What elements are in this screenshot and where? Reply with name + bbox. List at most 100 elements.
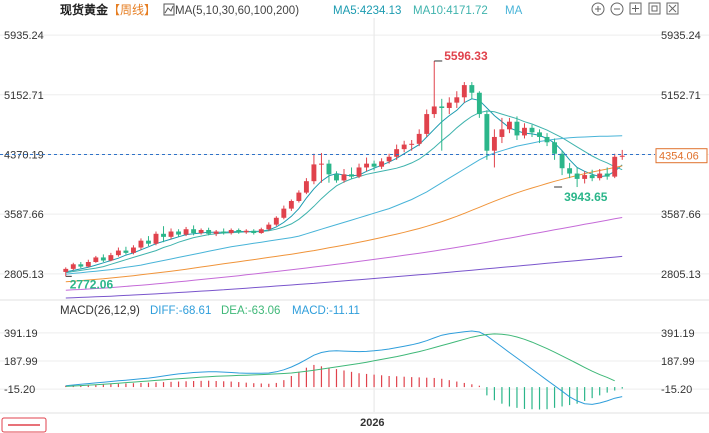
candle[interactable]	[619, 149, 625, 160]
candle[interactable]	[281, 205, 287, 220]
candle[interactable]	[251, 229, 257, 235]
candle[interactable]	[130, 245, 136, 255]
candle[interactable]	[371, 160, 377, 171]
link-icon[interactable]	[1, 417, 47, 433]
candle[interactable]	[138, 238, 144, 250]
candle-body	[499, 129, 505, 137]
period-label[interactable]: 【周线】	[108, 3, 156, 17]
candle[interactable]	[183, 226, 189, 237]
ma-params-label[interactable]: MA(5,10,30,60,100,200)	[175, 5, 299, 17]
candles[interactable]	[63, 61, 625, 277]
candle[interactable]	[537, 129, 542, 144]
candle[interactable]	[236, 228, 242, 234]
candle[interactable]	[198, 228, 204, 235]
candle[interactable]	[604, 167, 610, 180]
candle[interactable]	[612, 153, 618, 179]
candle[interactable]	[334, 171, 339, 183]
current-price-tag	[655, 148, 708, 164]
candle[interactable]	[258, 227, 264, 234]
candle-body	[386, 156, 392, 162]
candle-body	[236, 229, 242, 233]
candle-body	[281, 208, 287, 218]
candle[interactable]	[529, 124, 535, 137]
chart-type-icon[interactable]	[163, 3, 175, 16]
candle[interactable]	[522, 123, 527, 139]
candle[interactable]	[552, 138, 558, 160]
candle[interactable]	[273, 216, 279, 227]
close-icon[interactable]	[666, 2, 679, 15]
candle[interactable]	[364, 157, 370, 172]
candle[interactable]	[341, 168, 347, 183]
candle[interactable]	[161, 226, 166, 243]
candle[interactable]	[454, 91, 460, 108]
candle[interactable]	[176, 229, 182, 237]
candle[interactable]	[221, 228, 227, 235]
candle[interactable]	[349, 167, 354, 179]
candle[interactable]	[409, 140, 415, 151]
candle[interactable]	[228, 228, 234, 235]
candle-body	[559, 153, 565, 169]
candle[interactable]	[326, 159, 332, 183]
candle[interactable]	[63, 267, 69, 277]
candle[interactable]	[213, 229, 219, 237]
candle[interactable]	[100, 254, 106, 263]
candle-body	[334, 174, 339, 181]
expand-icon[interactable]	[629, 2, 642, 15]
candle[interactable]	[123, 246, 129, 255]
candle[interactable]	[153, 231, 159, 246]
candle[interactable]	[206, 227, 212, 236]
zoom-out-icon[interactable]	[610, 2, 624, 16]
candle[interactable]	[431, 61, 437, 118]
candle[interactable]	[544, 133, 550, 147]
candle[interactable]	[574, 167, 580, 188]
candle[interactable]	[85, 259, 91, 268]
candle-body	[273, 217, 279, 225]
candle[interactable]	[266, 222, 272, 231]
candle[interactable]	[93, 255, 99, 263]
candle[interactable]	[146, 236, 151, 246]
candle[interactable]	[115, 247, 121, 257]
candle[interactable]	[379, 158, 385, 169]
candle[interactable]	[424, 109, 430, 137]
candle[interactable]	[394, 144, 400, 160]
y-tick-label-right: 3587.66	[661, 209, 701, 221]
moving-average-lines	[65, 98, 623, 299]
candle[interactable]	[589, 169, 595, 182]
candle[interactable]	[296, 190, 302, 203]
candle[interactable]	[506, 117, 512, 134]
candle[interactable]	[514, 116, 520, 141]
candle-body	[93, 257, 99, 263]
candle[interactable]	[567, 162, 573, 179]
candle[interactable]	[476, 91, 482, 118]
candle[interactable]	[597, 168, 603, 181]
candle[interactable]	[191, 225, 197, 236]
candle[interactable]	[303, 178, 309, 195]
candle[interactable]	[386, 153, 392, 164]
candle[interactable]	[582, 171, 588, 184]
macd-params-label[interactable]: MACD(26,12,9)	[60, 305, 140, 317]
candle[interactable]	[446, 97, 452, 115]
candle[interactable]	[416, 129, 422, 147]
candle[interactable]	[70, 262, 76, 271]
candle[interactable]	[356, 163, 362, 179]
macd-y-tick-right: 187.99	[661, 356, 695, 368]
candle[interactable]	[168, 228, 174, 240]
candle[interactable]	[499, 117, 505, 144]
candle[interactable]	[439, 98, 445, 151]
candle[interactable]	[311, 153, 317, 185]
candle[interactable]	[484, 110, 490, 160]
candle[interactable]	[469, 82, 475, 99]
candle[interactable]	[288, 199, 294, 211]
candle[interactable]	[318, 152, 324, 183]
candle[interactable]	[461, 82, 467, 103]
candle[interactable]	[401, 140, 407, 153]
zoom-in-icon[interactable]	[591, 2, 605, 16]
candle[interactable]	[559, 150, 565, 176]
restore-icon[interactable]	[648, 2, 661, 15]
candle[interactable]	[243, 229, 249, 234]
candle[interactable]	[491, 129, 497, 168]
candle[interactable]	[78, 262, 84, 269]
candle-body	[476, 92, 482, 115]
candle[interactable]	[108, 252, 114, 262]
